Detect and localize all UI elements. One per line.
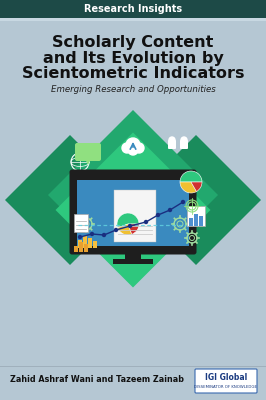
FancyBboxPatch shape: [75, 143, 101, 161]
Bar: [83, 236, 87, 248]
Circle shape: [128, 145, 138, 155]
FancyBboxPatch shape: [195, 369, 257, 393]
Circle shape: [134, 143, 144, 153]
Bar: [84, 244, 88, 252]
Bar: [189, 218, 193, 226]
Circle shape: [78, 236, 81, 238]
Bar: [199, 216, 203, 226]
FancyBboxPatch shape: [180, 140, 188, 149]
Polygon shape: [48, 110, 218, 280]
FancyBboxPatch shape: [168, 140, 176, 149]
Bar: [0, 0, 266, 18]
Bar: [88, 238, 92, 248]
Polygon shape: [85, 159, 91, 165]
Bar: [114, 190, 156, 242]
Circle shape: [114, 228, 118, 232]
Wedge shape: [128, 224, 139, 234]
Circle shape: [156, 214, 160, 216]
Circle shape: [169, 137, 175, 143]
Bar: [187, 206, 205, 226]
Wedge shape: [180, 182, 197, 193]
Bar: [194, 214, 198, 226]
Circle shape: [102, 234, 106, 236]
FancyBboxPatch shape: [69, 170, 197, 254]
Polygon shape: [5, 135, 135, 265]
Bar: [113, 259, 153, 264]
Text: Emerging Research and Opportunities: Emerging Research and Opportunities: [51, 86, 215, 94]
Wedge shape: [191, 182, 202, 192]
Wedge shape: [180, 171, 202, 182]
Circle shape: [128, 224, 131, 228]
Circle shape: [126, 138, 140, 152]
Circle shape: [122, 143, 132, 153]
Circle shape: [181, 137, 187, 143]
Text: Research Insights: Research Insights: [84, 4, 182, 14]
Bar: [79, 242, 83, 252]
Text: Zahid Ashraf Wani and Tazeem Zainab: Zahid Ashraf Wani and Tazeem Zainab: [10, 376, 184, 384]
Bar: [74, 246, 78, 252]
Text: Scientometric Indicators: Scientometric Indicators: [22, 66, 244, 82]
Wedge shape: [118, 224, 132, 235]
Circle shape: [181, 200, 185, 204]
Bar: [125, 250, 141, 260]
Circle shape: [144, 220, 148, 224]
Polygon shape: [131, 135, 261, 265]
Text: Scholarly Content: Scholarly Content: [52, 34, 214, 50]
Bar: [78, 240, 82, 248]
Circle shape: [90, 232, 94, 236]
Text: and Its Evolution by: and Its Evolution by: [43, 50, 223, 66]
Bar: [74, 214, 88, 232]
Circle shape: [168, 208, 172, 212]
Polygon shape: [56, 132, 210, 288]
Bar: [0, 366, 266, 367]
Bar: [0, 18, 266, 21]
Bar: [93, 241, 97, 248]
Wedge shape: [117, 213, 139, 228]
Text: IGI Global: IGI Global: [205, 374, 247, 382]
Text: DISSEMINATOR OF KNOWLEDGE: DISSEMINATOR OF KNOWLEDGE: [194, 385, 257, 389]
Bar: [77, 180, 189, 246]
